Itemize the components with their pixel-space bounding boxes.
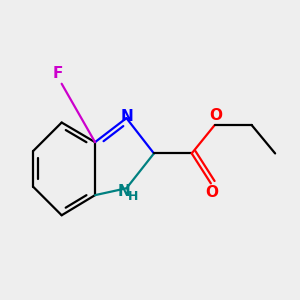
Text: F: F — [52, 66, 63, 81]
Text: O: O — [209, 108, 222, 123]
Text: N: N — [121, 109, 134, 124]
Text: N: N — [117, 184, 130, 199]
Text: O: O — [205, 185, 218, 200]
Text: H: H — [128, 190, 139, 202]
